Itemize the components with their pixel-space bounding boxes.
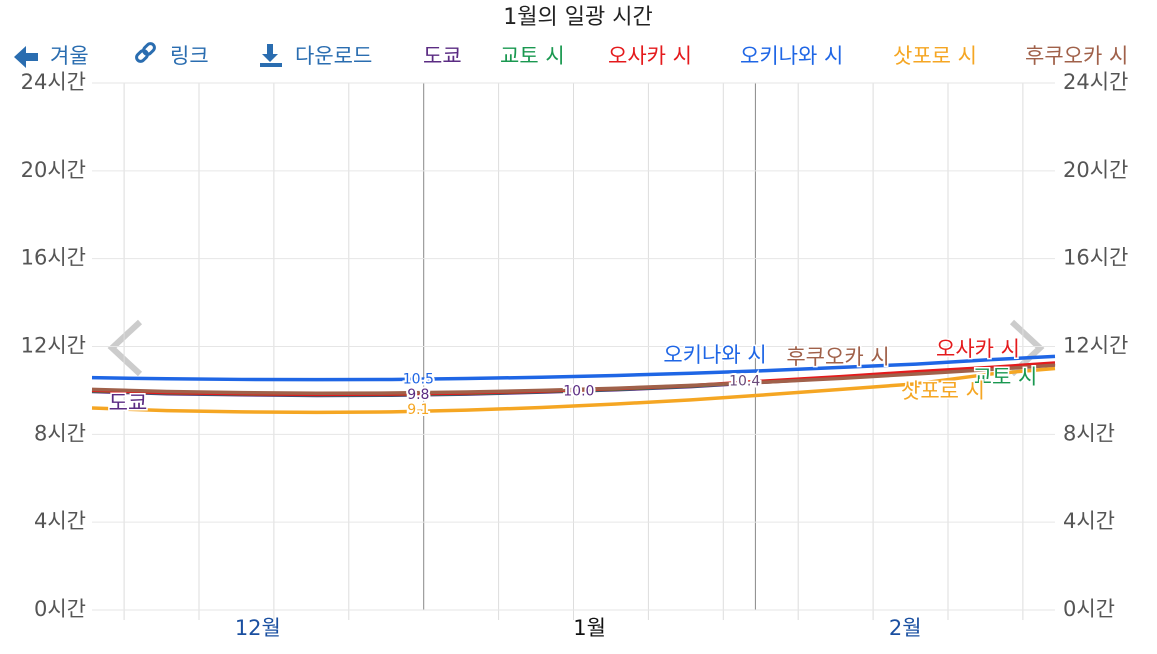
series-line	[91, 363, 1056, 396]
y-tick-label: 4시간	[34, 509, 86, 533]
y2-tick-label: 20시간	[1063, 158, 1128, 182]
back-icon[interactable]	[14, 46, 38, 68]
series-label: 교토 시	[973, 365, 1038, 389]
series-line	[91, 366, 1056, 415]
legend-entry[interactable]: 삿포로 시	[893, 44, 977, 68]
x-tick-label: 12월	[235, 616, 281, 640]
legend-entry[interactable]: 도쿄	[423, 44, 462, 68]
download-button[interactable]: 다운로드	[295, 44, 372, 68]
legend-entry[interactable]: 오키나와 시	[740, 44, 843, 68]
toolbar: 겨울 링크 다운로드	[14, 42, 372, 68]
y-tick-label: 8시간	[34, 421, 86, 445]
y-tick-label: 0시간	[34, 597, 86, 621]
value-label: 9.1	[407, 402, 429, 418]
legend-entry[interactable]: 후쿠오카 시	[1025, 44, 1128, 68]
legend-entry[interactable]: 오사카 시	[608, 44, 692, 68]
series-label: 오사카 시	[936, 337, 1020, 361]
y-tick-label: 16시간	[21, 246, 86, 270]
series-label: 후쿠오카 시	[786, 345, 889, 369]
y2-tick-label: 16시간	[1063, 246, 1128, 270]
y-tick-label: 12시간	[21, 334, 86, 358]
legend-entry[interactable]: 교토 시	[500, 44, 565, 68]
chart-title: 1월의 일광 시간	[503, 5, 652, 30]
value-label: 9.8	[407, 387, 429, 403]
back-button[interactable]: 겨울	[50, 44, 89, 68]
series-label: 삿포로 시	[901, 379, 985, 403]
x-tick-label: 2월	[889, 616, 922, 640]
y-tick-label: 24시간	[21, 70, 86, 94]
value-label: 10.5	[403, 371, 434, 387]
y2-tick-label: 8시간	[1063, 421, 1115, 445]
series-label: 오키나와 시	[663, 343, 766, 367]
y2-tick-label: 24시간	[1063, 70, 1128, 94]
y2-tick-label: 12시간	[1063, 334, 1128, 358]
download-icon[interactable]	[260, 44, 282, 67]
link-button[interactable]: 링크	[170, 44, 209, 68]
series-label: 도쿄	[109, 391, 148, 415]
link-icon[interactable]	[135, 42, 156, 63]
grid	[92, 82, 1055, 620]
prev-arrow[interactable]	[107, 319, 143, 377]
y2-tick-label: 0시간	[1063, 597, 1115, 621]
y2-tick-label: 4시간	[1063, 509, 1115, 533]
y-tick-label: 20시간	[21, 158, 86, 182]
x-tick-label: 1월	[573, 616, 606, 640]
series-line	[91, 354, 1056, 382]
value-label: 10.4	[729, 374, 760, 390]
value-label: 10.0	[563, 384, 594, 400]
